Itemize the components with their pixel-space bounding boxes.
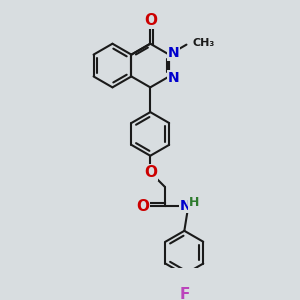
Text: CH₃: CH₃ bbox=[192, 38, 214, 48]
Text: O: O bbox=[144, 165, 157, 180]
Text: O: O bbox=[136, 199, 149, 214]
Text: N: N bbox=[179, 199, 191, 212]
Text: O: O bbox=[144, 13, 157, 28]
Text: F: F bbox=[179, 287, 190, 300]
Text: N: N bbox=[167, 46, 179, 60]
Text: H: H bbox=[189, 196, 200, 209]
Text: N: N bbox=[167, 71, 179, 85]
